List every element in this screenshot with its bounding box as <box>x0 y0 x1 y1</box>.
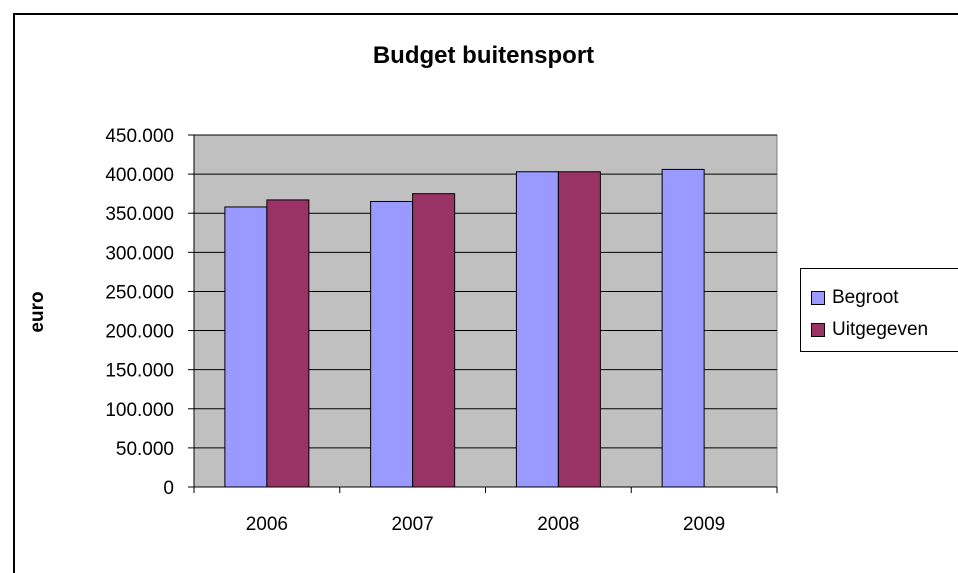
bar-begroot-2006 <box>224 206 268 488</box>
tick-labels: 0 50.000 100.000 150.000 200.000 250.000 300.0… <box>105 126 725 535</box>
bar-begroot-2009 <box>661 168 705 488</box>
legend: Begroot Uitgegeven <box>800 268 958 352</box>
y-tick-label: 250.000 <box>105 282 174 303</box>
x-tick-label: 2009 <box>683 514 725 535</box>
y-tick-label: 300.000 <box>105 243 174 264</box>
plot-svg: 0 50.000 100.000 150.000 200.000 250.000 300.0… <box>105 126 778 535</box>
bar-uitgegeven-2008 <box>557 171 601 488</box>
x-tick-label: 2006 <box>246 514 288 535</box>
y-tick-label: 50.000 <box>116 439 174 460</box>
legend-swatch-uitgegeven <box>811 323 825 337</box>
legend-swatch-begroot <box>811 291 825 305</box>
legend-label-begroot: Begroot <box>832 287 899 308</box>
y-tick-label: 350.000 <box>105 204 174 225</box>
y-tick-label: 150.000 <box>105 361 174 382</box>
bar-begroot-2007 <box>370 200 414 488</box>
y-tick-label: 200.000 <box>105 322 174 343</box>
y-tick-label: 450.000 <box>105 126 174 147</box>
legend-item-begroot: Begroot <box>811 287 899 309</box>
bar-begroot-2008 <box>515 171 559 488</box>
legend-item-uitgegeven: Uitgegeven <box>811 319 928 341</box>
y-tick-label: 100.000 <box>105 400 174 421</box>
chart-area <box>13 13 958 573</box>
bar-uitgegeven-2007 <box>412 193 456 488</box>
legend-label-uitgegeven: Uitgegeven <box>832 319 929 340</box>
bars <box>224 168 705 488</box>
x-tick-label: 2008 <box>537 514 579 535</box>
x-tick-label: 2007 <box>391 514 433 535</box>
bar-uitgegeven-2006 <box>266 199 310 488</box>
y-tick-label: 0 <box>163 478 174 499</box>
axes <box>188 134 778 493</box>
y-tick-label: 400.000 <box>105 165 174 186</box>
chart-title: Budget buitensport <box>372 42 595 69</box>
